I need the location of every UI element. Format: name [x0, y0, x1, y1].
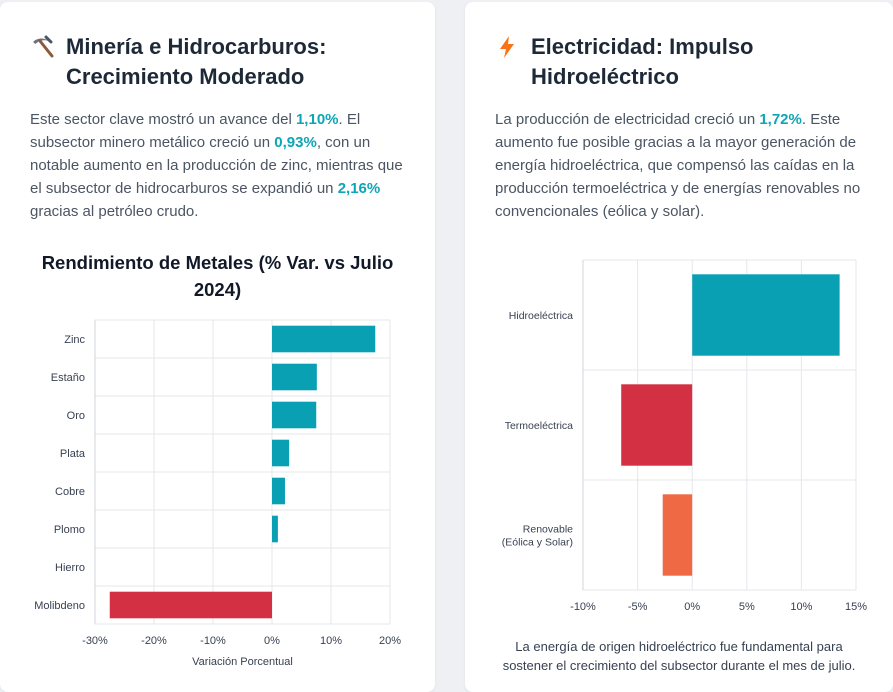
metals-tick-label: -10%	[200, 635, 226, 647]
mining-paragraph: Este sector clave mostró un avance del 1…	[30, 108, 405, 223]
electricity-card-title: Electricidad: Impulso Hidroeléctrico	[495, 32, 863, 92]
energy-bar	[621, 384, 693, 466]
energy-category-label: Termoeléctrica	[505, 420, 573, 432]
energy-bar	[662, 494, 693, 576]
metals-category-label: Oro	[67, 410, 85, 422]
mining-text-4: gracias al petróleo crudo.	[30, 203, 199, 220]
electricity-card: Electricidad: Impulso Hidroeléctrico La …	[465, 2, 893, 692]
energy-tick-label: 5%	[739, 601, 755, 613]
metals-bar	[272, 363, 317, 391]
metals-category-label: Plata	[60, 448, 86, 460]
metals-bar	[272, 515, 278, 543]
mining-value-metal: 0,93%	[274, 134, 317, 151]
metals-category-label: Zinc	[64, 334, 85, 346]
metals-chart-title: Rendimiento de Metales (% Var. vs Julio …	[41, 252, 394, 300]
mining-value-total: 1,10%	[295, 111, 339, 128]
energy-tick-label: 0%	[684, 601, 700, 613]
pickaxe-icon	[33, 35, 54, 58]
electricity-value-total: 1,72%	[759, 111, 802, 128]
metals-tick-label: -20%	[141, 635, 167, 647]
electricity-title-text: Electricidad: Impulso Hidroeléctrico	[531, 34, 754, 89]
electricity-text-2: . Este aumento fue posible gracias a la …	[495, 111, 861, 220]
lightning-icon	[500, 36, 514, 58]
metals-bar	[272, 401, 317, 429]
energy-tick-label: 15%	[845, 601, 867, 613]
mining-card-title: Minería e Hidrocarburos: Crecimiento Mod…	[30, 32, 405, 92]
metals-tick-label: 10%	[320, 635, 342, 647]
metals-category-label: Hierro	[55, 562, 85, 574]
mining-card: Minería e Hidrocarburos: Crecimiento Mod…	[0, 2, 435, 692]
metals-tick-label: -30%	[82, 635, 108, 647]
mining-text-3: , con un notable aumento en la producció…	[30, 134, 403, 197]
metals-tick-label: 0%	[264, 635, 280, 647]
metals-category-label: Estaño	[51, 372, 85, 384]
metals-tick-label: 20%	[379, 635, 401, 647]
energy-tick-label: -5%	[628, 601, 648, 613]
energy-bar	[692, 274, 840, 356]
electricity-paragraph: La producción de electricidad creció un …	[495, 108, 863, 223]
energy-category-label: Hidroeléctrica	[509, 310, 573, 322]
electricity-text-1: La producción de electricidad creció un	[495, 111, 760, 128]
metals-bar	[272, 477, 285, 505]
mining-text-1: Este sector clave mostró un avance del	[30, 111, 296, 128]
metals-category-label: Cobre	[55, 486, 85, 498]
energy-tick-label: -10%	[570, 601, 596, 613]
metals-bar	[272, 325, 376, 353]
mining-title-text: Minería e Hidrocarburos: Crecimiento Mod…	[66, 34, 327, 89]
energy-category-label: Renovable (Eólica y Solar)	[502, 524, 573, 549]
metals-bar	[109, 591, 272, 619]
metals-bar	[272, 439, 290, 467]
metals-chart: Zinc Estaño Oro Plata Cobre Plomo Hierro Molibd…	[34, 319, 401, 668]
mining-text-2: . El subsector minero metálico creció un	[30, 111, 361, 151]
energy-chart: Hidroeléctrica Termoeléctrica Renovable (Eó…	[502, 259, 867, 613]
metals-category-label: Molibdeno	[34, 600, 85, 612]
metals-axis-title: Variación Porcentual	[192, 656, 293, 668]
metals-category-label: Plomo	[54, 524, 85, 536]
mining-value-hydrocarbons: 2,16%	[337, 180, 381, 197]
energy-tick-label: 10%	[790, 601, 812, 613]
energy-chart-caption: La energía de origen hidroeléctrico fue …	[502, 639, 856, 673]
